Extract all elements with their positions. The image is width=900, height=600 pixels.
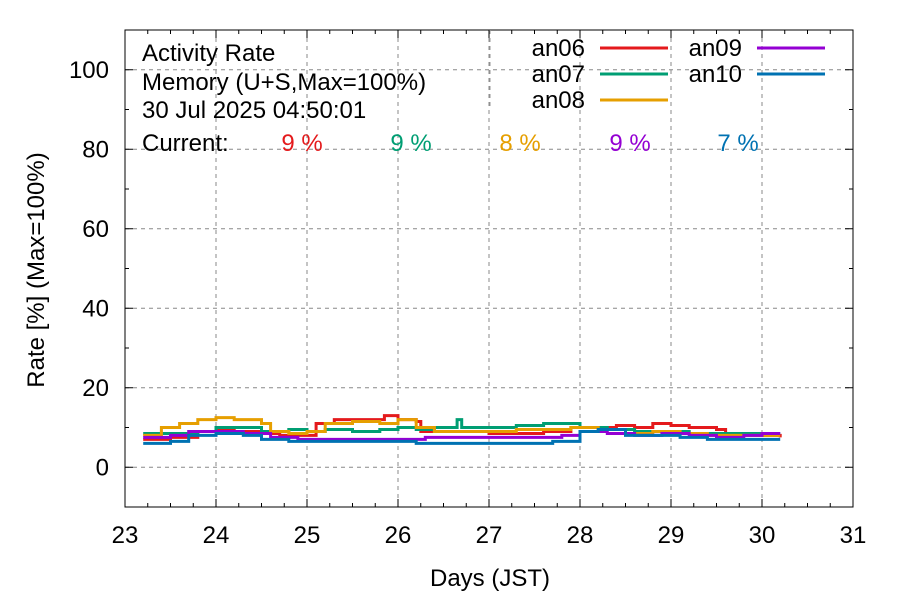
- x-axis-label: Days (JST): [430, 565, 550, 592]
- axis-ticks: 0 20 40 60 80 100 23 24 25 26 27 28 29 30 31: [69, 29, 867, 549]
- x-tick-label: 23: [112, 522, 139, 549]
- current-value-an09: 9 %: [609, 130, 650, 157]
- legend-label-an10: an10: [689, 61, 742, 88]
- x-tick-label: 29: [658, 522, 685, 549]
- chart-title-line-3: 30 Jul 2025 04:50:01: [142, 97, 366, 124]
- series-line-an08: [143, 416, 781, 437]
- y-tick-label: 100: [69, 57, 109, 84]
- chart-title-line-1: Activity Rate: [142, 40, 275, 67]
- legend-label-an09: an09: [689, 35, 742, 62]
- x-tick-label: 28: [567, 522, 594, 549]
- y-tick-label: 60: [82, 216, 109, 243]
- series-lines: [143, 414, 782, 445]
- chart-title-line-2: Memory (U+S,Max=100%): [142, 69, 426, 96]
- x-tick-label: 24: [203, 522, 230, 549]
- current-value-an10: 7 %: [717, 130, 758, 157]
- series-line-an10: [143, 428, 781, 445]
- current-values: 9 % 9 % 8 % 9 % 7 %: [281, 130, 758, 157]
- chart-title-block: Activity Rate Memory (U+S,Max=100%) 30 J…: [142, 40, 426, 157]
- y-tick-label: 0: [96, 454, 109, 481]
- y-tick-label: 80: [82, 136, 109, 163]
- x-tick-label: 31: [840, 522, 867, 549]
- current-value-an06: 9 %: [281, 130, 322, 157]
- legend-label-an08: an08: [532, 87, 585, 114]
- y-axis-label: Rate [%] (Max=100%): [23, 152, 50, 387]
- y-tick-label: 40: [82, 295, 109, 322]
- x-tick-label: 25: [294, 522, 321, 549]
- x-tick-label: 30: [749, 522, 776, 549]
- x-tick-label: 27: [476, 522, 503, 549]
- current-value-an08: 8 %: [499, 130, 540, 157]
- current-value-an07: 9 %: [390, 130, 431, 157]
- x-tick-label: 26: [385, 522, 412, 549]
- y-tick-label: 20: [82, 375, 109, 402]
- grid: [125, 30, 853, 507]
- legend-label-an06: an06: [532, 35, 585, 62]
- legend-label-an07: an07: [532, 61, 585, 88]
- current-label: Current:: [142, 130, 229, 157]
